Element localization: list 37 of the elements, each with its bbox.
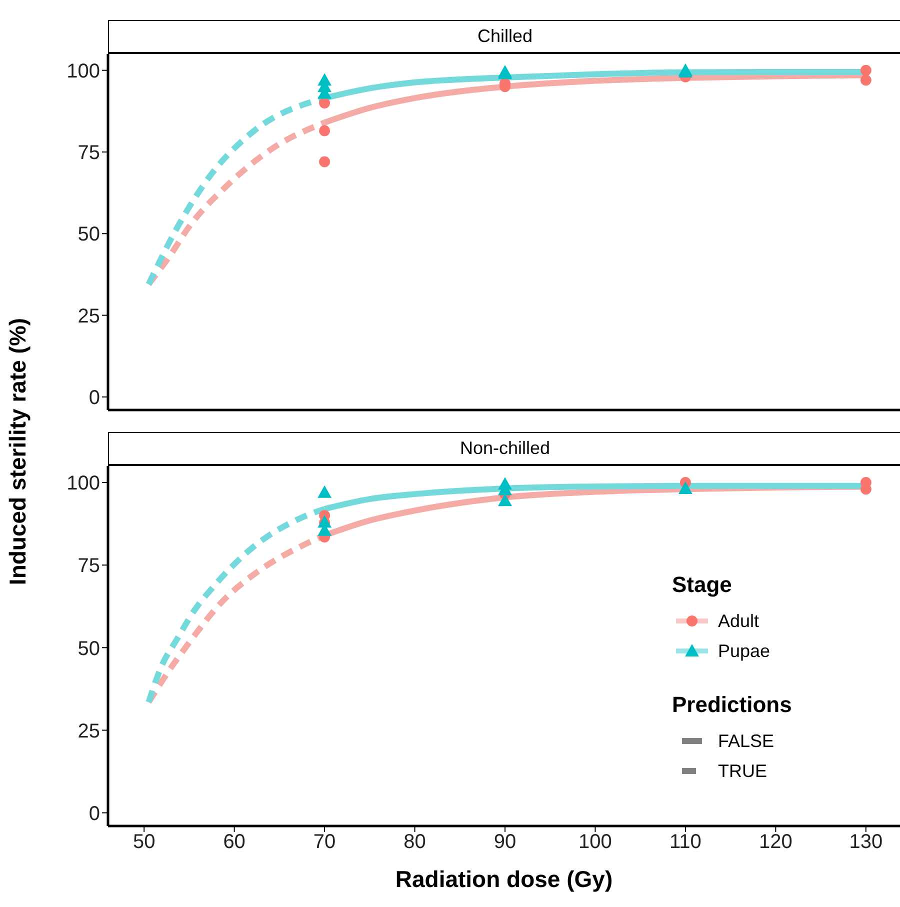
x-tick-label: 110 bbox=[670, 831, 702, 854]
point bbox=[498, 494, 512, 506]
y-tick-label: 0 bbox=[88, 387, 100, 410]
y-tick-label: 75 bbox=[78, 555, 100, 578]
x-tick-label: 80 bbox=[404, 831, 426, 854]
legend-label: Pupae bbox=[718, 640, 770, 662]
x-tick-label: 100 bbox=[578, 831, 612, 854]
x-tick-label: 120 bbox=[758, 831, 792, 854]
y-tick-label: 100 bbox=[66, 472, 100, 495]
x-tick-label: 90 bbox=[494, 831, 516, 854]
chart-title: Non-chilled bbox=[108, 432, 900, 466]
point bbox=[319, 156, 330, 168]
y-tick-label: 0 bbox=[88, 802, 100, 825]
y-tick-label: 25 bbox=[78, 720, 100, 742]
y-tick-label: 50 bbox=[78, 638, 100, 660]
y-tick-label: 100 bbox=[66, 60, 100, 82]
point bbox=[678, 481, 692, 494]
point bbox=[860, 74, 872, 86]
annotation: TRUE bbox=[718, 760, 767, 782]
x-tick-label: 70 bbox=[313, 831, 336, 854]
x-tick-label: 60 bbox=[223, 831, 246, 854]
y-axis-title: Induced sterility rate (%) bbox=[4, 316, 32, 588]
legend-title: Stage bbox=[672, 572, 733, 598]
annotation: FALSE bbox=[718, 730, 774, 752]
x-axis-title: Radiation dose (Gy) bbox=[394, 866, 614, 893]
point bbox=[318, 485, 332, 498]
x-tick-label: 130 bbox=[849, 831, 883, 854]
chart-title: Chilled bbox=[108, 20, 900, 54]
y-tick-label: 75 bbox=[78, 142, 100, 164]
y-tick-label: 50 bbox=[78, 224, 100, 246]
point bbox=[319, 125, 330, 136]
point bbox=[319, 97, 330, 108]
y-tick-label: 25 bbox=[78, 305, 100, 328]
point bbox=[860, 64, 872, 76]
legend-label: Adult bbox=[718, 610, 760, 632]
x-tick-label: 50 bbox=[132, 831, 156, 854]
annotation: Predictions bbox=[672, 692, 793, 718]
